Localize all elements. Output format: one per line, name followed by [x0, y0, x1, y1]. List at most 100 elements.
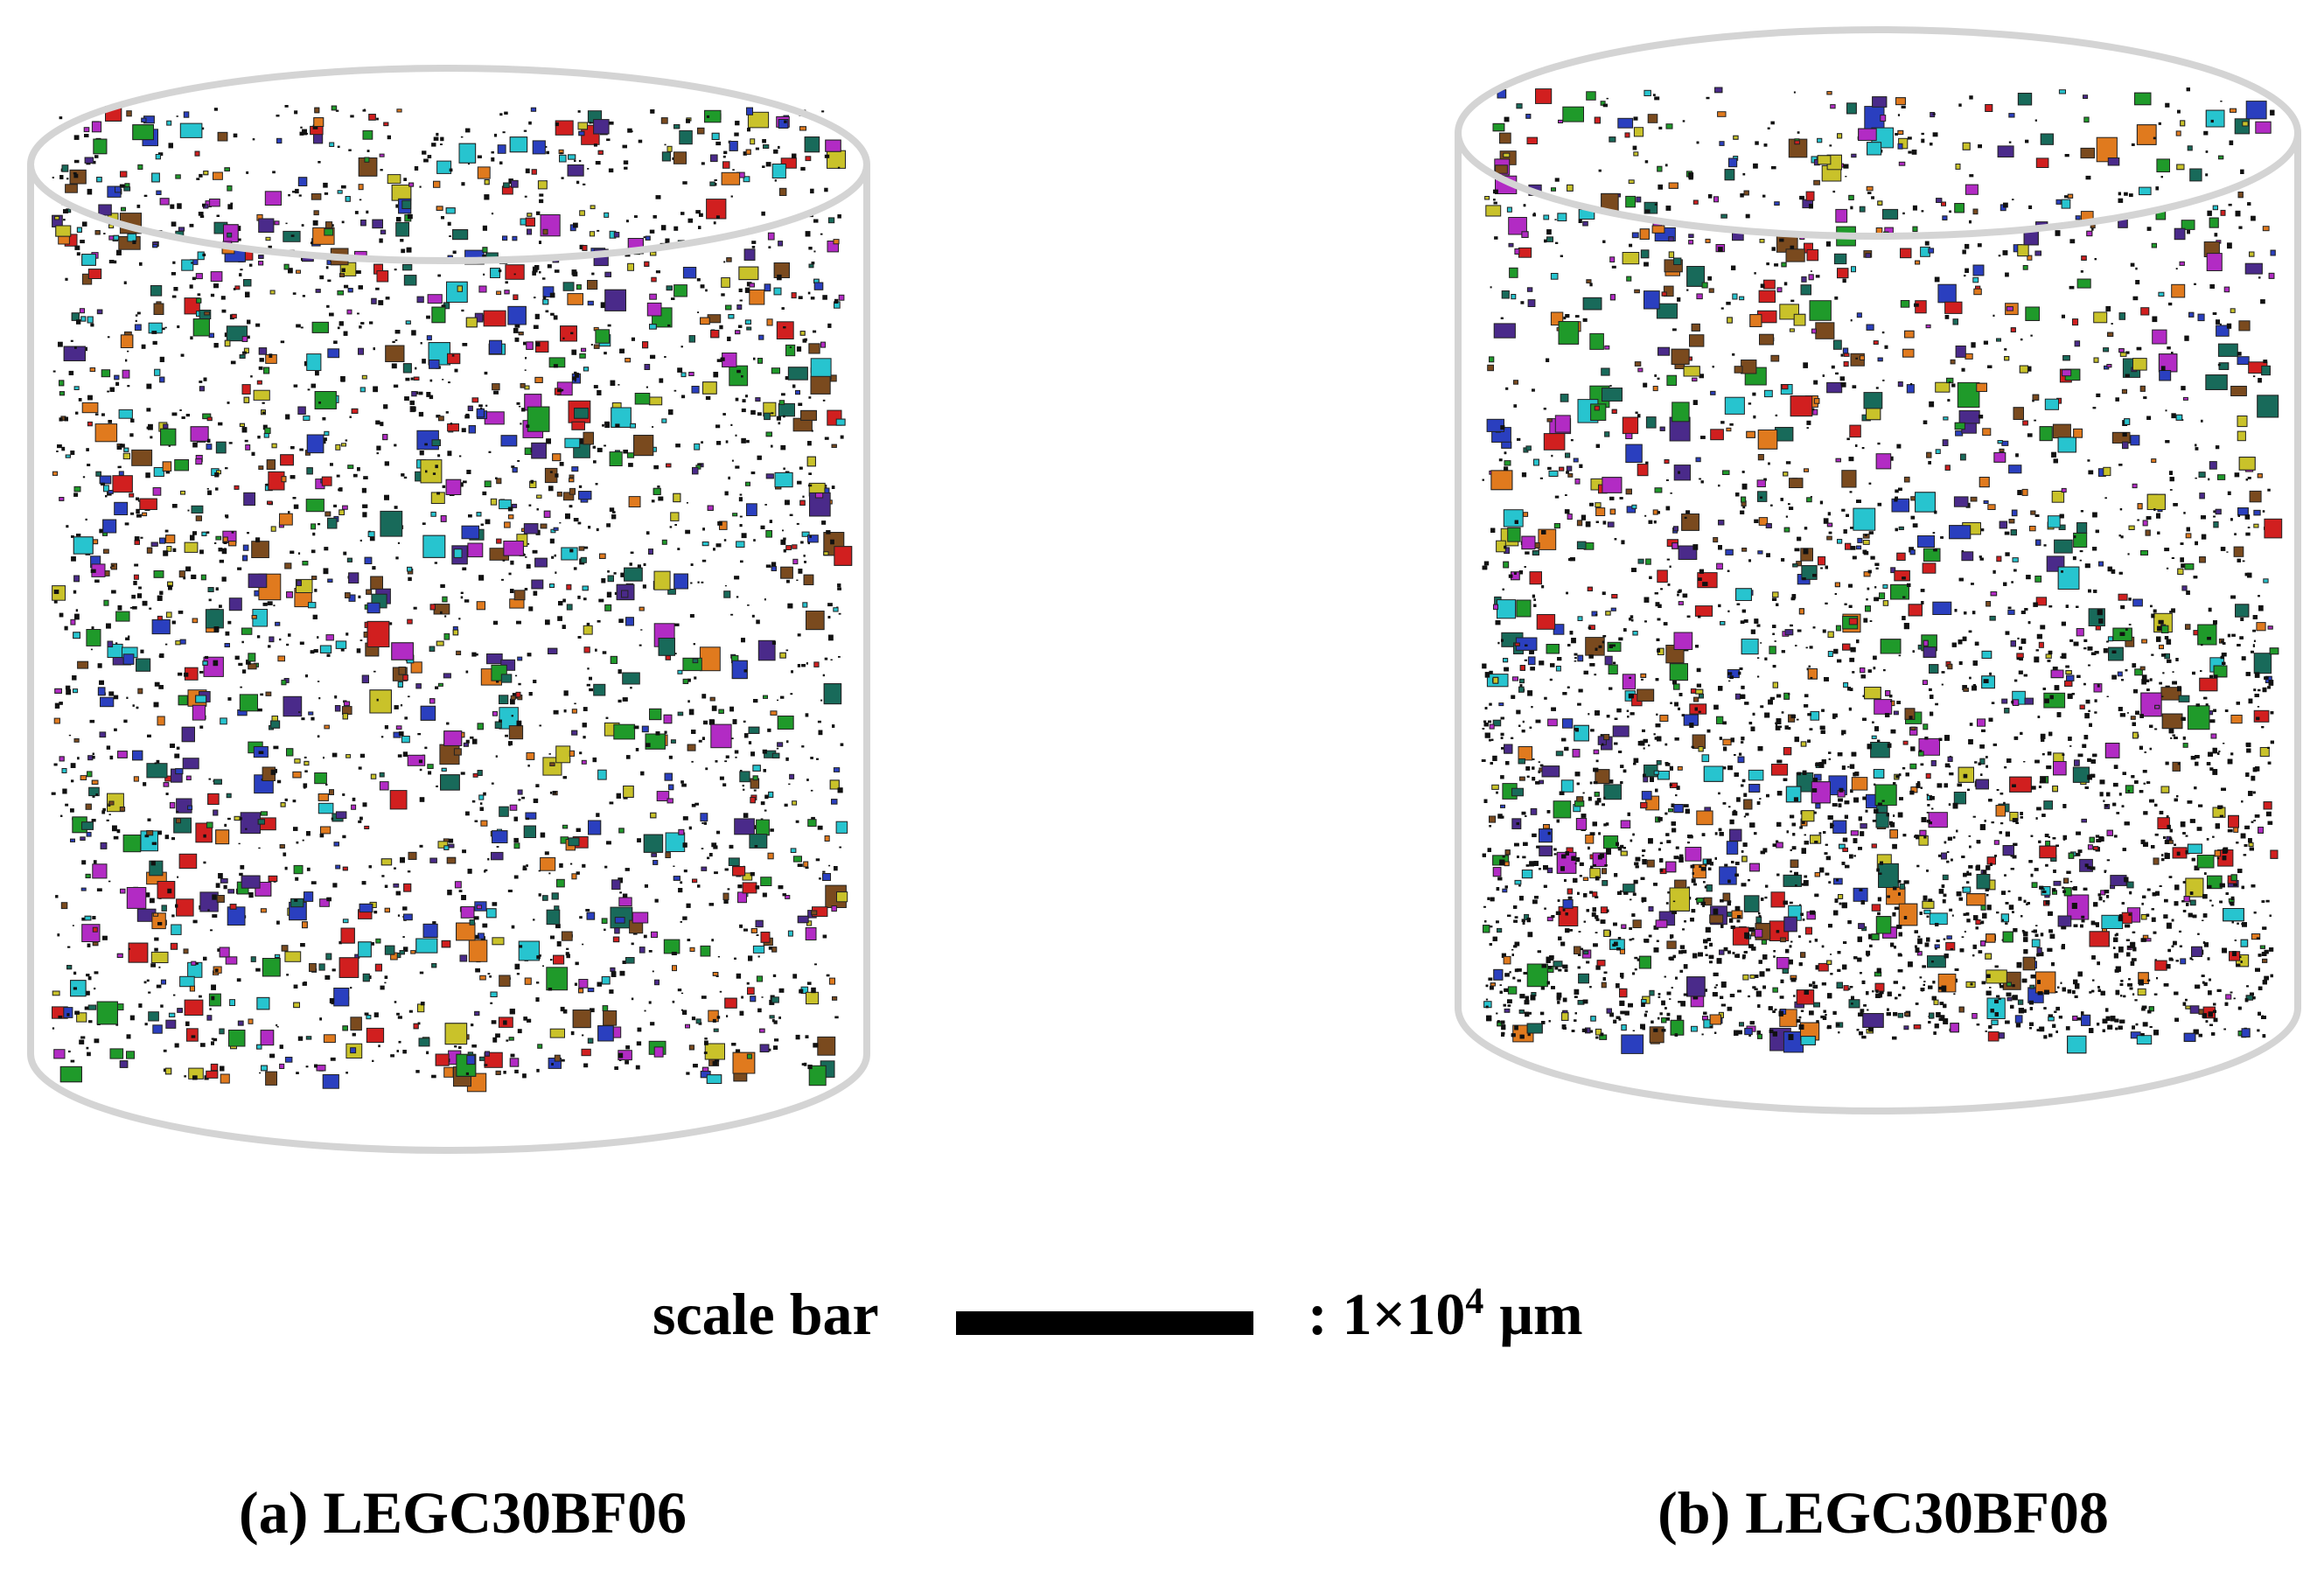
pore: [2131, 958, 2137, 961]
pore: [546, 438, 551, 444]
pore: [623, 786, 634, 798]
pore: [239, 354, 246, 360]
pore: [735, 756, 737, 758]
pore: [257, 819, 266, 825]
pore: [106, 623, 111, 629]
pore: [418, 411, 424, 417]
pore: [59, 497, 65, 501]
pore: [651, 500, 655, 503]
pore: [273, 604, 276, 607]
pore: [660, 117, 668, 124]
pore: [686, 502, 688, 504]
pore: [688, 709, 694, 716]
pore: [589, 122, 591, 124]
pore: [384, 884, 388, 888]
pore: [762, 892, 767, 898]
pore: [824, 657, 828, 660]
pore: [606, 523, 611, 527]
pore: [540, 856, 556, 871]
pore: [393, 384, 399, 388]
pore: [228, 597, 242, 611]
pore: [258, 261, 264, 266]
pore: [778, 885, 784, 890]
pore: [738, 288, 743, 292]
pore: [593, 683, 606, 696]
pore: [440, 611, 443, 614]
pore: [528, 121, 532, 125]
pore: [772, 974, 777, 977]
pore: [671, 952, 677, 955]
pore: [335, 444, 341, 451]
pore: [665, 852, 671, 858]
pore: [277, 655, 285, 662]
pore: [90, 648, 93, 651]
pore: [677, 989, 682, 992]
pore: [477, 723, 484, 730]
pore: [326, 304, 330, 308]
pore: [338, 957, 359, 978]
pore: [219, 947, 230, 958]
pore: [296, 324, 301, 328]
pore: [492, 937, 505, 946]
pore: [163, 550, 169, 556]
pore: [436, 785, 438, 787]
pore: [764, 504, 767, 506]
pore: [2003, 202, 2008, 208]
pore: [506, 1039, 509, 1042]
pore: [582, 245, 588, 251]
pore-cloud-a: [51, 105, 853, 1093]
pore: [838, 294, 845, 301]
pore: [58, 1015, 63, 1019]
pore: [716, 441, 722, 445]
pore: [255, 968, 261, 972]
pore: [156, 190, 162, 196]
pore: [329, 998, 335, 1003]
pore: [487, 973, 491, 975]
pore: [1977, 243, 1982, 248]
pore: [471, 738, 478, 744]
pore: [835, 821, 848, 834]
pore: [734, 750, 739, 754]
pore: [255, 323, 261, 327]
pore: [273, 745, 279, 750]
pore: [570, 863, 573, 865]
pore: [77, 660, 89, 669]
pore: [527, 1018, 532, 1023]
pore: [512, 235, 518, 241]
pore: [535, 784, 540, 787]
pore: [514, 337, 520, 342]
pore: [488, 451, 492, 453]
pore: [476, 601, 486, 611]
pore: [785, 500, 790, 506]
pore: [73, 590, 77, 594]
pore: [532, 549, 538, 554]
pore: [177, 325, 180, 329]
pore: [54, 688, 62, 694]
pore: [717, 521, 722, 526]
pore: [341, 268, 345, 272]
pore: [234, 815, 241, 821]
pore: [840, 743, 844, 746]
pore: [223, 884, 227, 890]
pore: [210, 1063, 219, 1072]
pore: [397, 914, 401, 917]
pore: [350, 115, 354, 118]
pore: [165, 1019, 177, 1029]
pore: [402, 1050, 407, 1054]
pore: [203, 956, 207, 961]
pore: [673, 876, 680, 881]
pore: [251, 451, 255, 456]
pore: [146, 408, 151, 412]
pore: [64, 416, 68, 422]
pore: [1634, 361, 1642, 367]
pore: [91, 121, 102, 133]
pore: [1553, 800, 1572, 819]
pore: [655, 731, 660, 736]
pore: [146, 547, 153, 554]
pore: [218, 422, 223, 426]
pore: [431, 306, 446, 324]
pore: [292, 191, 296, 193]
pore: [593, 460, 597, 464]
pore: [300, 126, 303, 129]
pore: [639, 947, 646, 954]
